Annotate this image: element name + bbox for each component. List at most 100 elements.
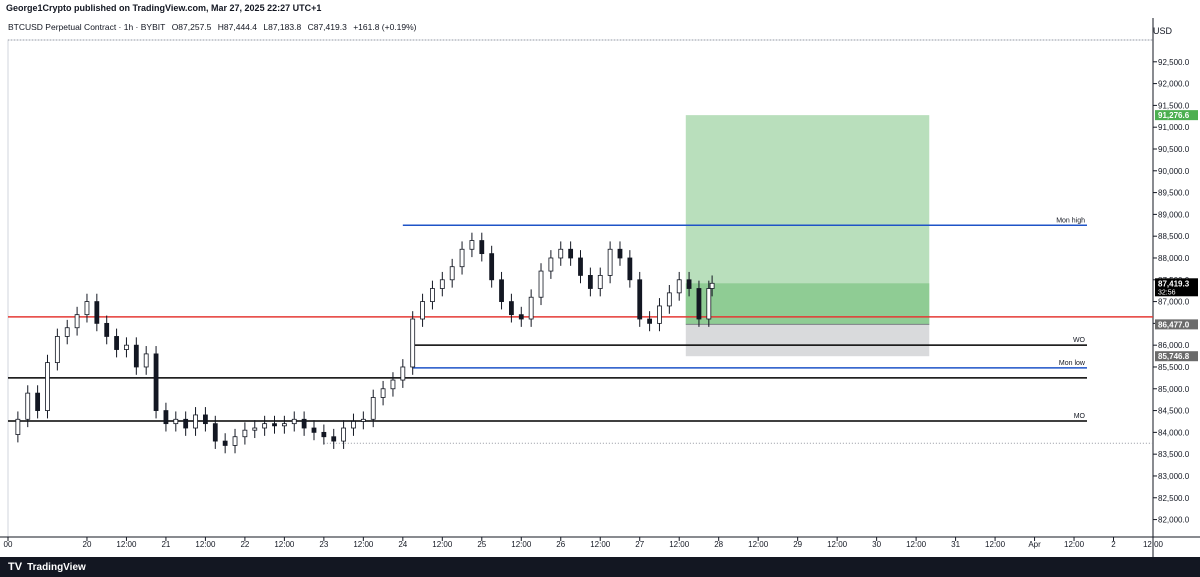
x-tick-label: 22 <box>240 540 249 549</box>
candle-body <box>390 379 396 390</box>
y-tick-label: 89,000.0 <box>1158 210 1190 219</box>
candle-body <box>410 318 416 368</box>
candle-body <box>321 431 327 438</box>
x-tick-label: 12:00 <box>274 540 295 549</box>
x-tick-label: 25 <box>477 540 486 549</box>
publish-note: George1Crypto published on TradingView.c… <box>6 3 322 13</box>
candle-body <box>35 392 41 411</box>
chart-legend: BTCUSD Perpetual Contract · 1h · BYBIT O… <box>8 22 421 32</box>
candle-body <box>479 240 485 255</box>
x-tick-label: 12:00 <box>985 540 1006 549</box>
y-tick-label: 92,500.0 <box>1158 58 1190 67</box>
y-tick-label: 85,000.0 <box>1158 385 1190 394</box>
candle-body <box>222 440 228 446</box>
price-label-box <box>1155 110 1198 121</box>
x-tick-label: 00 <box>4 540 13 549</box>
x-tick-label: 28 <box>714 540 723 549</box>
tradingview-logo[interactable]: TV TradingView <box>8 561 86 573</box>
candle-body <box>15 418 21 435</box>
candle-body <box>64 327 70 337</box>
candle-body <box>558 248 564 259</box>
y-tick-label: 85,500.0 <box>1158 363 1190 372</box>
legend-symbol[interactable]: BTCUSD Perpetual Contract · 1h · BYBIT <box>8 22 166 32</box>
candle-body <box>578 257 583 276</box>
x-tick-label: 12:00 <box>195 540 216 549</box>
candle-body <box>449 266 455 281</box>
candle-body <box>647 318 652 324</box>
candle-body <box>143 353 149 368</box>
x-tick-label: 30 <box>872 540 881 549</box>
legend-high: H87,444.4 <box>217 22 257 32</box>
candle-body <box>587 275 593 289</box>
candle-body <box>311 427 317 433</box>
candle-body <box>133 344 139 368</box>
y-tick-label: 83,500.0 <box>1158 450 1190 459</box>
candle-body <box>676 279 682 294</box>
x-tick-label: 24 <box>398 540 407 549</box>
x-tick-label: 12:00 <box>669 540 690 549</box>
x-tick-label: 12:00 <box>827 540 848 549</box>
candle-body <box>420 301 425 320</box>
candle-body <box>400 366 406 381</box>
candle-body <box>232 436 238 446</box>
candle-body <box>469 240 475 250</box>
y-tick-label: 84,000.0 <box>1158 428 1190 437</box>
y-tick-label: 82,000.0 <box>1158 516 1190 525</box>
candle-body <box>518 314 524 320</box>
candle-body <box>252 427 258 431</box>
candle-body <box>706 288 712 320</box>
candle-body <box>509 301 514 316</box>
footer-bar: TV TradingView <box>0 557 1200 577</box>
candle-body <box>272 423 277 427</box>
candle-body <box>281 423 287 427</box>
candle-body <box>548 257 554 272</box>
x-tick-label: 31 <box>951 540 960 549</box>
legend-close: C87,419.3 <box>307 22 347 32</box>
candle-body <box>262 423 268 429</box>
x-tick-label: 29 <box>793 540 802 549</box>
brand-name: TradingView <box>27 562 86 573</box>
legend-change: +161.8 (+0.19%) <box>353 22 417 32</box>
candle-body <box>528 296 534 320</box>
candle-body <box>439 279 445 289</box>
candle-body <box>627 257 633 281</box>
stop-zone <box>685 324 930 357</box>
y-tick-label: 91,000.0 <box>1158 123 1190 132</box>
level-label: Mon low <box>1059 360 1086 367</box>
y-tick-label: 89,500.0 <box>1158 189 1190 198</box>
candle-body <box>183 418 189 429</box>
legend-open: O87,257.5 <box>171 22 212 32</box>
x-tick-label: 12:00 <box>590 540 611 549</box>
candle-body <box>104 322 110 337</box>
x-tick-label: 2 <box>1111 540 1116 549</box>
y-tick-label: 92,000.0 <box>1158 80 1190 89</box>
candle-body <box>459 248 465 268</box>
price-chart[interactable]: 82,000.0 82,500.0 83,000.0 83,500.0 84,000.0… <box>0 0 1200 557</box>
x-tick-label: 21 <box>161 540 170 549</box>
candle-body <box>657 305 662 324</box>
candle-body <box>54 336 60 364</box>
candle-body <box>84 301 90 316</box>
level-label: Mon high <box>1056 217 1085 224</box>
price-label-box <box>1155 278 1198 297</box>
candle-body <box>597 275 603 289</box>
price-label-text: 87,419.3 <box>1158 279 1190 288</box>
y-tick-label: 88,500.0 <box>1158 232 1190 241</box>
x-tick-label: 23 <box>319 540 328 549</box>
candle-body <box>617 248 623 259</box>
candle-body <box>341 427 347 442</box>
price-label-text: 85,746.8 <box>1158 352 1190 361</box>
countdown-label: 32:56 <box>1158 289 1176 296</box>
candle-body <box>203 414 208 425</box>
candle-body <box>568 248 574 259</box>
y-tick-label: 83,000.0 <box>1158 472 1190 481</box>
candle-body <box>489 253 495 281</box>
x-tick-label: 12:00 <box>432 540 453 549</box>
x-tick-label: 12:00 <box>1064 540 1085 549</box>
candle-body <box>25 392 31 420</box>
candle-body <box>193 414 198 429</box>
y-tick-label: 90,500.0 <box>1158 145 1190 154</box>
candle-body <box>124 344 129 350</box>
candle-body <box>499 279 504 302</box>
y-tick-label: 84,500.0 <box>1158 407 1190 416</box>
